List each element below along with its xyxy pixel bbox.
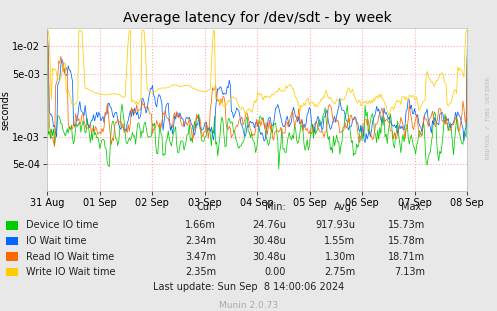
- Text: 15.73m: 15.73m: [388, 220, 425, 230]
- Text: Device IO time: Device IO time: [26, 220, 98, 230]
- Text: 24.76u: 24.76u: [252, 220, 286, 230]
- Text: 30.48u: 30.48u: [252, 252, 286, 262]
- Text: 2.35m: 2.35m: [185, 267, 216, 277]
- Text: RRDTOOL / TOBI OETIKER: RRDTOOL / TOBI OETIKER: [486, 77, 491, 160]
- Text: Last update: Sun Sep  8 14:00:06 2024: Last update: Sun Sep 8 14:00:06 2024: [153, 282, 344, 292]
- Text: 3.47m: 3.47m: [185, 252, 216, 262]
- Text: IO Wait time: IO Wait time: [26, 236, 86, 246]
- Text: 917.93u: 917.93u: [316, 220, 355, 230]
- Text: Write IO Wait time: Write IO Wait time: [26, 267, 115, 277]
- Text: 15.78m: 15.78m: [388, 236, 425, 246]
- Text: 1.30m: 1.30m: [325, 252, 355, 262]
- Text: Avg:: Avg:: [334, 202, 355, 212]
- Text: Cur:: Cur:: [196, 202, 216, 212]
- Text: Max:: Max:: [402, 202, 425, 212]
- Text: 7.13m: 7.13m: [394, 267, 425, 277]
- Title: Average latency for /dev/sdt - by week: Average latency for /dev/sdt - by week: [123, 12, 392, 26]
- Text: 2.34m: 2.34m: [185, 236, 216, 246]
- Text: Read IO Wait time: Read IO Wait time: [26, 252, 114, 262]
- Text: 18.71m: 18.71m: [388, 252, 425, 262]
- Y-axis label: seconds: seconds: [1, 90, 11, 130]
- Text: 30.48u: 30.48u: [252, 236, 286, 246]
- Text: Munin 2.0.73: Munin 2.0.73: [219, 301, 278, 310]
- Text: 1.55m: 1.55m: [324, 236, 355, 246]
- Text: 1.66m: 1.66m: [185, 220, 216, 230]
- Text: Min:: Min:: [265, 202, 286, 212]
- Text: 0.00: 0.00: [264, 267, 286, 277]
- Text: 2.75m: 2.75m: [324, 267, 355, 277]
